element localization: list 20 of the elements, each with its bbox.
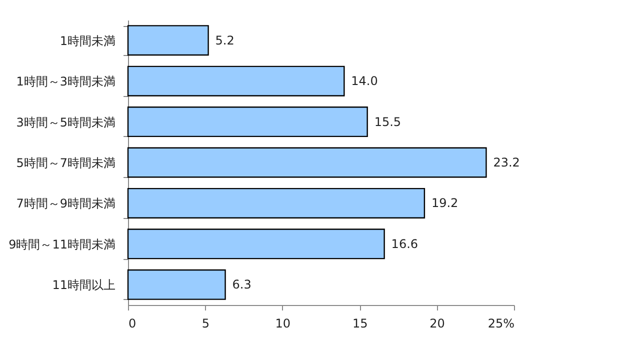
x-tick-label: 5	[202, 316, 210, 330]
y-tick-label: 1時間未満	[60, 34, 116, 48]
x-tick-label: 20	[430, 316, 445, 330]
y-tick-label: 3時間～5時間未満	[16, 115, 116, 130]
data-label: 23.2	[493, 156, 520, 170]
y-tick-label: 7時間～9時間未満	[16, 196, 116, 211]
x-tick-label: 0	[128, 316, 136, 330]
data-label: 16.6	[391, 236, 418, 251]
x-tick-label: 15	[352, 316, 368, 330]
y-tick-label: 9時間～11時間未満	[8, 237, 116, 252]
x-tick-label: 10	[275, 316, 291, 330]
data-label: 14.0	[351, 74, 378, 88]
y-tick-label: 11時間以上	[52, 278, 116, 292]
y-tick-label: 5時間～7時間未満	[16, 156, 116, 170]
y-tick-label: 1時間～3時間未満	[16, 74, 116, 89]
data-label: 15.5	[374, 114, 402, 129]
data-label: 6.3	[232, 278, 252, 292]
data-label: 19.2	[431, 196, 458, 210]
x-tick-label: 25%	[488, 316, 514, 330]
data-label: 5.2	[215, 33, 234, 48]
